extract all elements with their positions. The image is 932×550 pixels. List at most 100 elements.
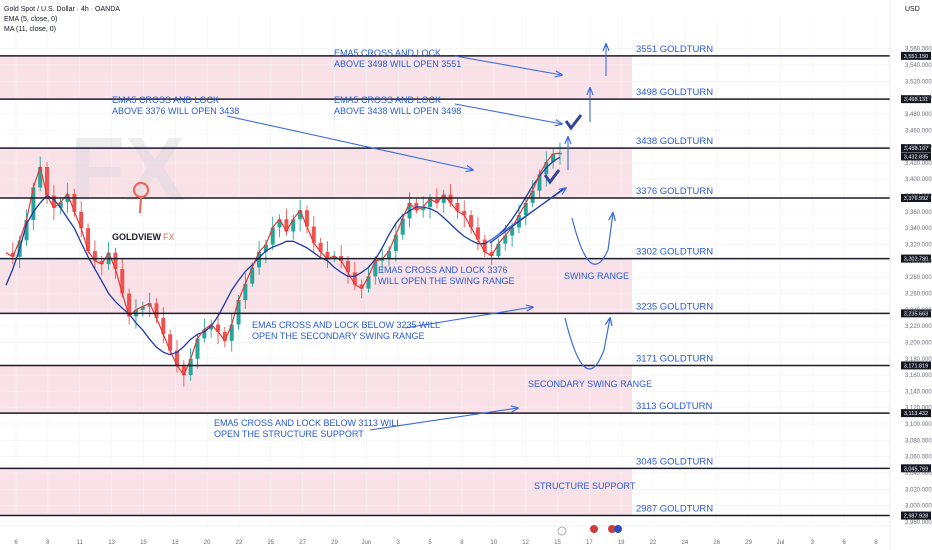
symbol-title: Gold Spot / U.S. Dollar · 4h · OANDA bbox=[4, 6, 120, 13]
candle-body-7 bbox=[51, 195, 56, 208]
lightning-event-icon[interactable] bbox=[557, 526, 567, 536]
price-tag-0 bbox=[901, 51, 931, 60]
candle-body-52 bbox=[359, 284, 364, 289]
x-tick-12: 3 bbox=[397, 540, 401, 546]
candle-body-28 bbox=[195, 338, 200, 359]
candle-body-34 bbox=[236, 300, 241, 325]
swing-range-curve bbox=[571, 213, 613, 265]
candle-body-80 bbox=[551, 153, 556, 163]
time-axis[interactable]: 6 8 11 13 15 18 20 22 25 27 29 Jun 3 5 8 10 12 15 17 19 22 24… bbox=[0, 525, 890, 546]
candle-body-18 bbox=[127, 293, 132, 317]
level-label-2: 3438 GOLDTURN bbox=[636, 136, 713, 147]
x-tick-3: 13 bbox=[108, 540, 115, 546]
y-tick-28: 3,000.000 bbox=[905, 504, 932, 510]
x-tick-24: Jul bbox=[777, 540, 785, 546]
level-label-1: 3498 GOLDTURN bbox=[636, 87, 713, 98]
us-flag-event-icon-2[interactable] bbox=[608, 525, 616, 533]
x-tick-26: 6 bbox=[842, 540, 846, 546]
x-tick-27: 8 bbox=[874, 540, 878, 546]
candle-body-54 bbox=[373, 260, 378, 277]
arrow-1 bbox=[226, 115, 473, 170]
y-tick-11: 3,340.000 bbox=[905, 226, 932, 232]
candle-body-24 bbox=[168, 334, 173, 351]
candle-body-46 bbox=[318, 242, 323, 252]
candle-body-37 bbox=[257, 251, 262, 268]
annotation-0-line-0: EMA5 CROSS AND LOCK bbox=[334, 48, 441, 58]
candle-body-43 bbox=[298, 210, 303, 220]
y-tick-5: 3,460.000 bbox=[905, 128, 932, 134]
arrow-4 bbox=[404, 307, 533, 329]
us-flag-event-icon[interactable] bbox=[590, 525, 598, 533]
candle-body-1 bbox=[10, 252, 15, 257]
brand-pin-icon bbox=[132, 181, 150, 214]
candle-body-61 bbox=[421, 206, 426, 211]
price-tag-7 bbox=[901, 409, 931, 418]
candle-body-56 bbox=[387, 251, 392, 260]
indicator-ema-label[interactable]: EMA (5, close, 0) bbox=[4, 16, 57, 23]
x-tick-8: 25 bbox=[267, 540, 274, 546]
candle-body-77 bbox=[530, 190, 535, 203]
x-tick-2: 11 bbox=[77, 540, 84, 546]
current-price-text: 3,432.835 bbox=[904, 154, 928, 160]
candle-body-63 bbox=[434, 198, 439, 203]
candle-body-64 bbox=[441, 194, 446, 203]
price-tag-text-6: 3,171.819 bbox=[904, 363, 928, 369]
candle-body-25 bbox=[174, 350, 179, 366]
candle-body-42 bbox=[291, 219, 296, 232]
candle-body-62 bbox=[428, 198, 433, 207]
candle-body-20 bbox=[140, 306, 145, 310]
x-tick-1: 8 bbox=[46, 540, 50, 546]
candle-body-45 bbox=[311, 226, 316, 243]
price-tag-8 bbox=[901, 464, 931, 473]
y-tick-9: 3,380.000 bbox=[905, 194, 932, 200]
y-tick-14: 3,280.000 bbox=[905, 275, 932, 281]
candle-body-55 bbox=[380, 259, 385, 261]
brand-name: GOLDVIEW bbox=[112, 232, 162, 242]
candle-body-40 bbox=[277, 219, 282, 228]
candle-body-81 bbox=[558, 153, 562, 155]
y-tick-20: 3,160.000 bbox=[905, 373, 932, 379]
candle-body-32 bbox=[222, 331, 227, 341]
candle-body-5 bbox=[38, 166, 43, 188]
price-tag-text-5: 3,235.663 bbox=[904, 311, 928, 317]
chart-header: Gold Spot / U.S. Dollar · 4h · OANDA EMA… bbox=[4, 6, 920, 33]
y-tick-25: 3,060.000 bbox=[905, 455, 932, 461]
y-tick-22: 3,120.000 bbox=[905, 406, 932, 412]
candle-body-6 bbox=[45, 166, 50, 196]
annotation-3-line-0: EMA5 CROSS AND LOCK 3376 bbox=[378, 265, 508, 275]
candle-body-29 bbox=[202, 329, 207, 339]
price-tag-6 bbox=[901, 361, 931, 370]
candle-body-33 bbox=[229, 324, 234, 341]
brand-suffix: FX bbox=[163, 232, 175, 242]
y-tick-3: 3,500.000 bbox=[905, 96, 932, 102]
annotation-0-line-1: ABOVE 3498 WILL OPEN 3551 bbox=[334, 59, 461, 69]
x-tick-6: 20 bbox=[204, 540, 211, 546]
candle-body-39 bbox=[270, 227, 275, 245]
candle-body-22 bbox=[154, 303, 159, 318]
x-tick-22: 26 bbox=[713, 540, 720, 546]
candle-body-27 bbox=[188, 358, 193, 376]
candle-body-31 bbox=[216, 324, 221, 332]
price-axis[interactable]: 3,551.150 3,498.131 3,438.107 3,376.992 3,30… bbox=[889, 0, 932, 550]
candle-body-14 bbox=[99, 260, 104, 265]
x-tick-10: 29 bbox=[331, 540, 338, 546]
x-tick-21: 24 bbox=[682, 540, 689, 546]
x-tick-15: 10 bbox=[490, 540, 497, 546]
event-icons[interactable] bbox=[557, 525, 622, 536]
candle-body-21 bbox=[147, 303, 152, 307]
x-tick-7: 22 bbox=[236, 540, 243, 546]
y-tick-0: 3,560.000 bbox=[905, 47, 932, 53]
candle-body-66 bbox=[455, 202, 460, 212]
annotation-7-line-0: EMA5 CROSS AND LOCK BELOW 3113 WILL bbox=[214, 418, 401, 428]
indicator-ma-label[interactable]: MA (11, close, 0) bbox=[4, 26, 56, 33]
price-tag-text-3: 3,376.992 bbox=[904, 196, 928, 202]
annotation-5-line-1: OPEN THE SECONDARY SWING RANGE bbox=[252, 331, 425, 341]
candle-body-12 bbox=[86, 228, 91, 252]
candle-body-76 bbox=[523, 202, 528, 216]
us-flag-event-icon-3[interactable] bbox=[614, 525, 622, 533]
y-tick-27: 3,020.000 bbox=[905, 487, 932, 493]
candle-body-67 bbox=[462, 211, 467, 216]
zone-2 bbox=[0, 258, 632, 314]
